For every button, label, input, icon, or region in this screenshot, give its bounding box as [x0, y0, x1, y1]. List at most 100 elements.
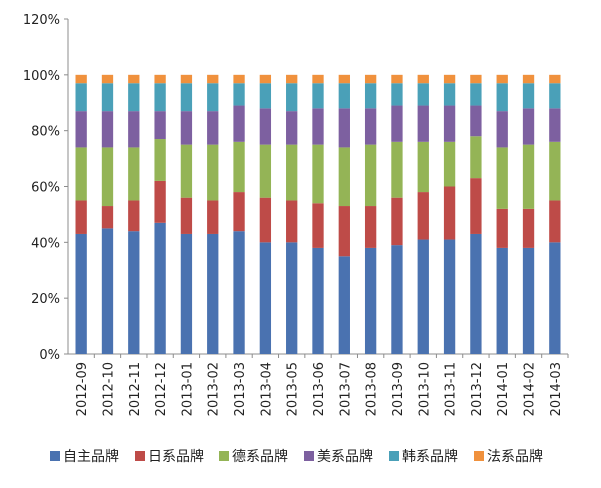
bar-segment	[443, 105, 456, 142]
bar-segment	[417, 83, 429, 106]
bar-segment	[417, 105, 429, 142]
bar-segment	[364, 247, 377, 354]
x-tick-label: 2013-04	[259, 362, 274, 416]
bar-segment	[470, 83, 482, 106]
bar-segment	[391, 197, 403, 246]
bar-segment	[154, 111, 166, 140]
bar-segment	[286, 242, 298, 354]
bar-segment	[443, 74, 456, 84]
x-tick-label: 2014-02	[523, 362, 538, 416]
x-tick-label: 2012-09	[75, 362, 90, 416]
bar-segment	[417, 74, 429, 84]
legend-swatch	[135, 451, 145, 461]
y-tick-label: 100%	[23, 69, 60, 84]
bar-segment	[233, 74, 245, 84]
bar-segment	[522, 74, 535, 84]
bar-segment	[154, 74, 166, 84]
bar-segment	[233, 231, 245, 354]
bar-segment	[207, 83, 219, 112]
x-tick-label: 2014-01	[496, 362, 511, 416]
bar-segment	[549, 108, 561, 142]
bar-segment	[101, 74, 114, 84]
bar-segment	[207, 74, 219, 84]
legend-swatch	[474, 451, 484, 461]
bar-segment	[496, 247, 508, 354]
bar-segment	[496, 111, 508, 148]
y-tick-label: 0%	[39, 348, 60, 363]
bar-segment	[259, 197, 272, 243]
bar-segment	[549, 242, 561, 354]
bar-segment	[180, 144, 193, 198]
legend-label: 日系品牌	[148, 448, 204, 465]
bar-segment	[312, 83, 324, 109]
bar-segment	[417, 141, 429, 193]
bar-segment	[470, 74, 482, 84]
y-tick-label: 120%	[23, 13, 60, 28]
legend-swatch	[50, 451, 60, 461]
bar-segment	[338, 206, 350, 257]
y-tick-label: 60%	[31, 181, 60, 196]
bar-segment	[128, 147, 140, 201]
bar-segment	[364, 83, 377, 109]
bar-segment	[154, 139, 166, 181]
x-tick-label: 2013-10	[417, 362, 432, 416]
bar-segment	[75, 200, 87, 234]
bar-segment	[75, 74, 87, 84]
bar-segment	[128, 231, 140, 354]
bar-segment	[338, 256, 350, 354]
bar-segment	[286, 74, 298, 84]
bar-segment	[417, 192, 429, 240]
bar-segment	[470, 178, 482, 234]
y-tick-label: 20%	[31, 292, 60, 307]
bar-segment	[75, 147, 87, 201]
bar-segment	[391, 141, 403, 198]
bar-segment	[259, 144, 272, 198]
bar-segment	[154, 180, 166, 223]
x-tick-label: 2012-12	[154, 362, 169, 416]
bar-segment	[391, 245, 403, 355]
bar-segment	[522, 247, 535, 354]
bar-segment	[207, 144, 219, 201]
bar-segment	[364, 206, 377, 248]
bar-segment	[233, 105, 245, 142]
bar-segment	[154, 83, 166, 112]
bar-segment	[180, 233, 193, 354]
bar-segment	[207, 233, 219, 354]
bar-segment	[549, 83, 561, 109]
bar-segment	[312, 144, 324, 204]
bar-segment	[549, 141, 561, 201]
bar-segment	[259, 108, 272, 145]
y-tick-label: 40%	[31, 236, 60, 251]
bar-segment	[75, 233, 87, 354]
legend-label: 法系品牌	[487, 448, 543, 465]
bar-segment	[391, 105, 403, 142]
bar-segment	[443, 83, 456, 106]
legend-label: 德系品牌	[232, 448, 288, 465]
bar-segment	[233, 83, 245, 106]
bar-segment	[286, 144, 298, 201]
bar-segment	[233, 192, 245, 232]
bar-segment	[101, 206, 114, 229]
bar-segment	[312, 74, 324, 84]
bar-segment	[180, 83, 193, 112]
bar-segment	[154, 222, 166, 354]
bar-segment	[443, 239, 456, 354]
bar-segment	[259, 242, 272, 354]
x-tick-label: 2013-07	[338, 362, 353, 416]
bar-segment	[549, 74, 561, 84]
bar-segment	[286, 111, 298, 145]
bar-segment	[549, 200, 561, 243]
bar-segment	[128, 200, 140, 232]
bar-segment	[180, 74, 193, 84]
legend-swatch	[219, 451, 229, 461]
bar-segment	[75, 83, 87, 112]
bar-segment	[180, 111, 193, 145]
bar-segment	[207, 200, 219, 234]
bar-segment	[75, 111, 87, 148]
bar-segment	[391, 74, 403, 84]
legend-label: 美系品牌	[317, 448, 373, 465]
bar-segment	[338, 74, 350, 84]
x-tick-label: 2013-12	[470, 362, 485, 416]
